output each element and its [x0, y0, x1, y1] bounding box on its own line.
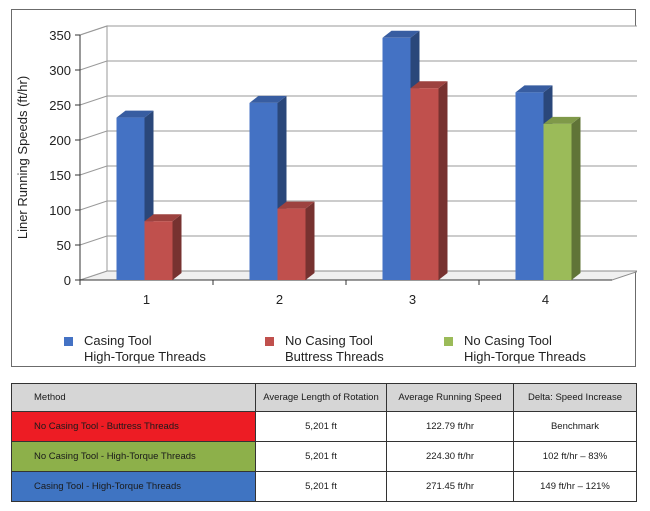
cell-speed: 271.45 ft/hr	[386, 471, 514, 502]
y-tick-label: 100	[49, 203, 71, 218]
gridline-depth	[79, 60, 108, 71]
y-tick-label: 300	[49, 63, 71, 78]
legend-line-1: No Casing Tool	[464, 333, 552, 348]
y-tick-label: 200	[49, 133, 71, 148]
x-tick-label: 1	[143, 292, 150, 307]
table-row: No Casing Tool - Buttress Threads 5,201 f…	[11, 411, 637, 442]
bar-side	[172, 214, 182, 280]
cell-method: Casing Tool - High-Torque Threads	[11, 471, 256, 502]
cell-method: No Casing Tool - High-Torque Threads	[11, 441, 256, 472]
gridline-depth	[79, 95, 108, 106]
bar	[116, 117, 145, 280]
y-tick-label: 350	[49, 28, 71, 43]
cell-speed: 224.30 ft/hr	[386, 441, 514, 472]
bar-side	[438, 81, 448, 280]
x-tick-label: 2	[276, 292, 283, 307]
cell-delta: 149 ft/hr – 121%	[513, 471, 637, 502]
x-tick-label: 4	[542, 292, 549, 307]
cell-method: No Casing Tool - Buttress Threads	[11, 411, 256, 442]
bar	[249, 102, 278, 281]
gridline-depth	[79, 165, 108, 176]
header-delta: Delta: Speed Increase	[513, 383, 637, 412]
bar-chart: 0 50 100 150 200 250 300 350 Liner Running Speed…	[15, 25, 637, 307]
bar-side	[305, 201, 315, 280]
legend-line-2: High-Torque Threads	[464, 349, 586, 364]
legend-item-casing-tool-high-torque: Casing Tool High-Torque Threads	[64, 333, 206, 365]
bar-top	[382, 30, 420, 38]
bar	[543, 123, 572, 281]
header-method: Method	[11, 383, 256, 412]
legend-label: No Casing Tool Buttress Threads	[285, 333, 384, 365]
bar-top	[543, 116, 581, 124]
y-tick-label: 150	[49, 168, 71, 183]
bar-top	[410, 81, 448, 89]
y-axis-label: Liner Running Speeds (ft/hr)	[15, 76, 30, 239]
chart-panel: 0 50 100 150 200 250 300 350 Liner Running Speed…	[11, 9, 637, 367]
y-tick-label: 250	[49, 98, 71, 113]
gridline-depth	[79, 25, 108, 36]
cell-delta: 102 ft/hr – 83%	[513, 441, 637, 472]
gridline-depth	[79, 200, 108, 211]
bar	[410, 88, 439, 280]
bar	[515, 92, 544, 281]
legend-line-2: Buttress Threads	[285, 349, 384, 364]
legend-item-no-casing-tool-buttress: No Casing Tool Buttress Threads	[265, 333, 384, 365]
bar-top	[249, 95, 287, 103]
legend-line-1: No Casing Tool	[285, 333, 373, 348]
bar-side	[571, 116, 581, 281]
cell-length: 5,201 ft	[255, 411, 387, 442]
legend-swatch-red	[265, 337, 274, 346]
y-tick-label: 0	[64, 273, 71, 288]
table-row: Casing Tool - High-Torque Threads 5,201 f…	[11, 471, 637, 502]
legend-line-1: Casing Tool	[84, 333, 152, 348]
bar	[277, 208, 306, 280]
bar	[382, 37, 411, 280]
gridline-depth	[79, 235, 108, 246]
bar	[144, 221, 173, 280]
legend-line-2: High-Torque Threads	[84, 349, 206, 364]
bar-top	[144, 214, 182, 222]
comparison-table: Method Average Length of Rotation Averag…	[11, 383, 637, 502]
bar-top	[515, 85, 553, 93]
gridline-depth	[79, 130, 108, 141]
cell-length: 5,201 ft	[255, 471, 387, 502]
legend-item-no-casing-tool-high-torque: No Casing Tool High-Torque Threads	[444, 333, 586, 365]
header-length: Average Length of Rotation	[255, 383, 387, 412]
legend-swatch-green	[444, 337, 453, 346]
table-row: No Casing Tool - High-Torque Threads 5,20…	[11, 441, 637, 472]
header-speed: Average Running Speed	[386, 383, 514, 412]
cell-speed: 122.79 ft/hr	[386, 411, 514, 442]
table-header-row: Method Average Length of Rotation Averag…	[11, 383, 637, 412]
legend-label: Casing Tool High-Torque Threads	[84, 333, 206, 365]
x-tick-label: 3	[409, 292, 416, 307]
bar-top	[277, 201, 315, 209]
bar-top	[116, 110, 154, 118]
cell-length: 5,201 ft	[255, 441, 387, 472]
side-wall	[79, 25, 108, 281]
cell-delta: Benchmark	[513, 411, 637, 442]
legend-swatch-blue	[64, 337, 73, 346]
legend-label: No Casing Tool High-Torque Threads	[464, 333, 586, 365]
y-tick-label: 50	[57, 238, 71, 253]
